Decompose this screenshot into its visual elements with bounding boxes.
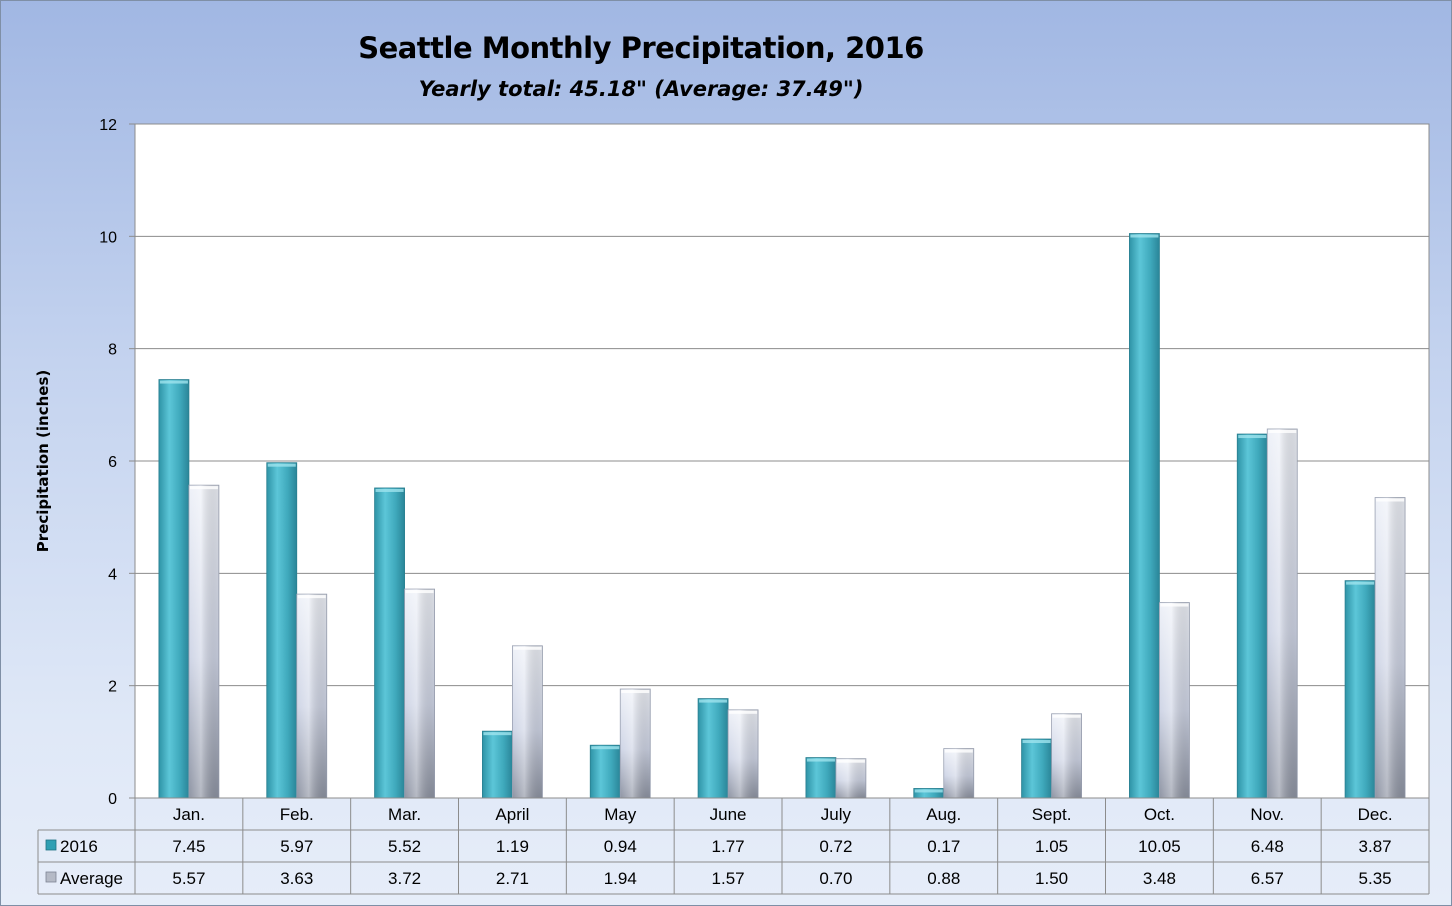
bar-average-shine [188, 485, 219, 798]
bar-2016 [1344, 580, 1376, 799]
x-category-label: Sept. [1032, 805, 1072, 824]
bar-2016-cap [375, 488, 404, 492]
data-label-average: 1.57 [712, 869, 745, 888]
data-label-2016: 0.94 [604, 837, 637, 856]
data-label-average: 1.50 [1035, 869, 1068, 888]
bar-2016-cap [267, 463, 296, 467]
bar-2016-cap [1238, 435, 1267, 439]
data-label-average: 6.57 [1251, 869, 1284, 888]
data-label-average: 0.70 [819, 869, 852, 888]
bar-average-cap [836, 759, 865, 763]
bar-average-cap [1160, 603, 1189, 607]
x-category-label: April [495, 805, 529, 824]
chart-title: Seattle Monthly Precipitation, 2016 [358, 31, 924, 65]
y-tick-label: 4 [108, 566, 117, 583]
data-label-2016: 7.45 [172, 837, 205, 856]
bar-2016-cap [1022, 740, 1051, 744]
bar-average-cap [1268, 429, 1297, 433]
data-label-average: 1.94 [604, 869, 637, 888]
bar-average-cap [513, 646, 542, 650]
bar-2016-cap [914, 789, 943, 793]
chart-subtitle: Yearly total: 45.18" (Average: 37.49") [418, 77, 864, 101]
data-label-average: 3.63 [280, 869, 313, 888]
bar-average-shine [728, 709, 759, 798]
bar-2016 [158, 379, 190, 799]
data-label-2016: 1.19 [496, 837, 529, 856]
bar-average-shine [1051, 713, 1082, 798]
data-label-2016: 1.05 [1035, 837, 1068, 856]
y-tick-label: 12 [99, 117, 117, 134]
bar-2016-cap [159, 380, 188, 384]
x-category-label: Feb. [280, 805, 314, 824]
y-tick-label: 10 [99, 229, 117, 246]
bar-2016 [266, 462, 298, 799]
data-label-2016: 5.97 [280, 837, 313, 856]
data-label-2016: 6.48 [1251, 837, 1284, 856]
bar-average-cap [1052, 714, 1081, 718]
x-category-label: July [821, 805, 852, 824]
legend-swatch-2016 [45, 839, 57, 851]
bar-average-shine [943, 748, 974, 798]
bar-2016-cap [483, 732, 512, 736]
bar-average-cap [944, 749, 973, 753]
bar-average-shine [835, 758, 866, 798]
bar-2016-cap [699, 699, 728, 703]
legend-series-name: Average [60, 869, 123, 888]
data-label-average: 5.35 [1359, 869, 1392, 888]
x-category-label: Oct. [1144, 805, 1175, 824]
bar-2016-cap [591, 746, 620, 750]
data-label-2016: 3.87 [1359, 837, 1392, 856]
bar-2016 [805, 757, 837, 799]
bar-2016 [1021, 738, 1052, 799]
x-category-label: Mar. [388, 805, 421, 824]
y-tick-label: 6 [108, 454, 117, 471]
bar-average-cap [297, 595, 326, 599]
data-label-average: 3.48 [1143, 869, 1176, 888]
bar-2016 [1129, 233, 1160, 799]
x-category-label: Dec. [1358, 805, 1393, 824]
data-label-2016: 0.17 [927, 837, 960, 856]
bar-average-cap [1376, 498, 1405, 502]
bar-average-shine [404, 589, 435, 798]
legend-swatch-average [45, 871, 57, 883]
x-category-label: Nov. [1250, 805, 1284, 824]
x-category-label: May [604, 805, 637, 824]
data-label-2016: 5.52 [388, 837, 421, 856]
bar-2016 [697, 698, 729, 799]
y-tick-label: 2 [108, 679, 117, 696]
bar-2016-cap [1130, 234, 1159, 238]
bar-2016-cap [1346, 581, 1375, 585]
data-label-2016: 10.05 [1138, 837, 1181, 856]
x-category-label: Jan. [173, 805, 205, 824]
bar-average-shine [296, 594, 327, 798]
data-label-average: 0.88 [927, 869, 960, 888]
bar-average-cap [729, 710, 758, 714]
bar-2016-cap [806, 758, 835, 762]
legend-series-name: 2016 [60, 837, 98, 856]
bar-average-shine [1159, 602, 1190, 798]
bar-2016 [482, 730, 513, 799]
x-category-label: June [710, 805, 747, 824]
bar-average-cap [621, 690, 650, 694]
bar-2016 [374, 487, 405, 799]
bar-2016 [1236, 433, 1268, 799]
bar-average-shine [1267, 428, 1298, 798]
data-label-average: 5.57 [172, 869, 205, 888]
y-tick-label: 0 [108, 791, 117, 808]
bar-average-shine [512, 645, 543, 798]
data-label-average: 3.72 [388, 869, 421, 888]
y-tick-label: 8 [108, 342, 117, 359]
bar-average-cap [405, 590, 434, 594]
x-category-label: Aug. [926, 805, 961, 824]
data-label-average: 2.71 [496, 869, 529, 888]
data-label-2016: 1.77 [712, 837, 745, 856]
bar-average-shine [620, 689, 651, 798]
bar-average-shine [1375, 497, 1406, 798]
data-label-2016: 0.72 [819, 837, 852, 856]
bar-2016 [589, 744, 621, 799]
bar-average-cap [189, 486, 218, 490]
